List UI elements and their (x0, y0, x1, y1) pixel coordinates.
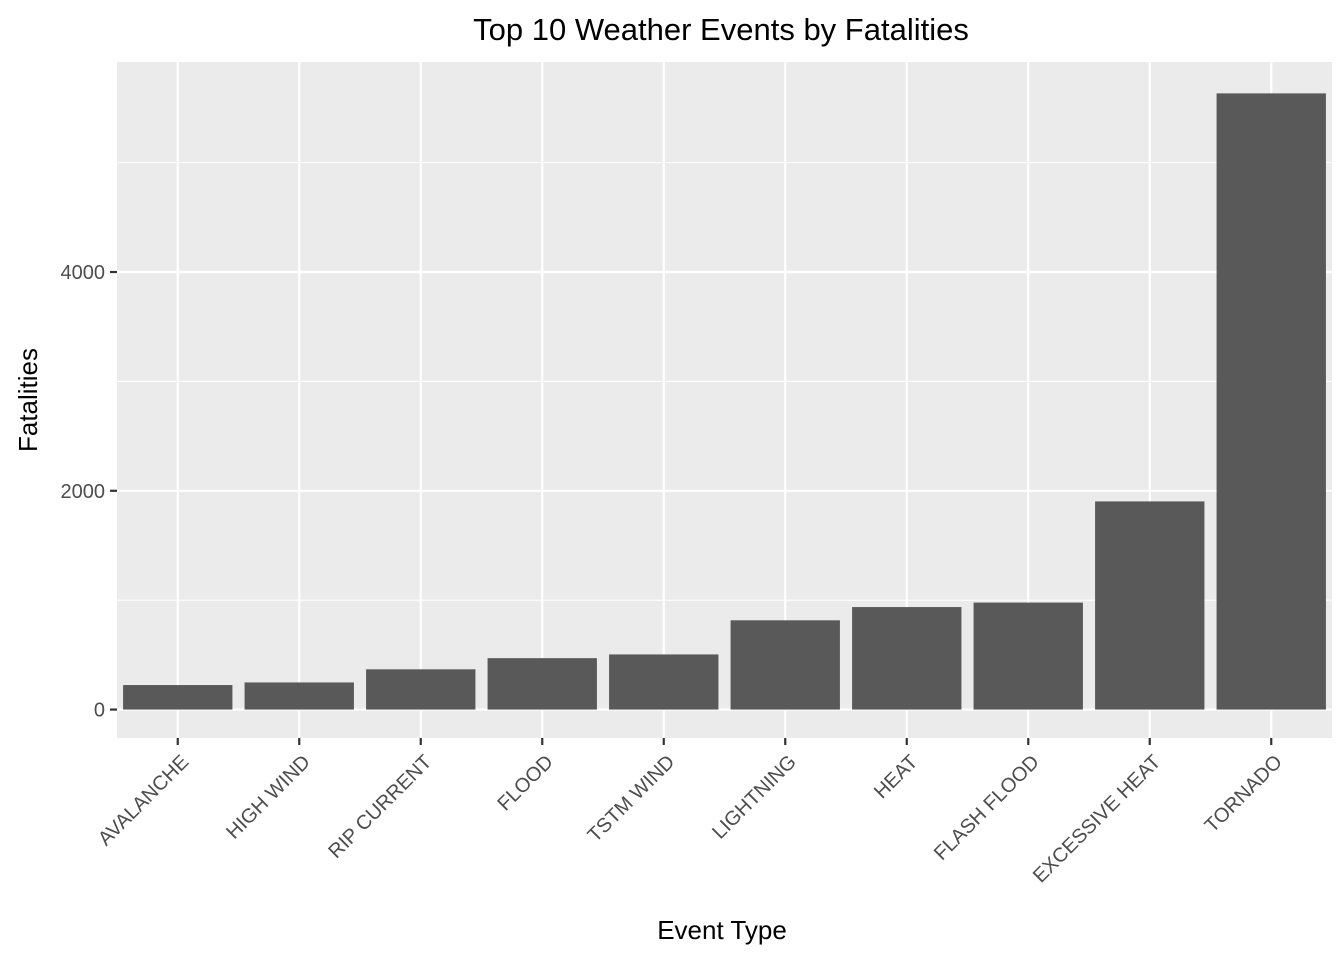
y-axis: 0 2000 4000 (61, 262, 117, 722)
bar-tornado (1216, 93, 1326, 710)
x-axis: AVALANCHE HIGH WIND RIP CURRENT FLOOD TSTM W… (94, 738, 1287, 887)
bar-rip-current (366, 669, 476, 710)
bar-avalanche (123, 685, 233, 710)
bar-lightning (730, 620, 840, 710)
x-axis-title: Event Type (657, 915, 787, 945)
x-tick-label: AVALANCHE (94, 751, 193, 850)
x-tick-label: EXCESSIVE HEAT (1029, 751, 1165, 887)
x-tick-label: TORNADO (1201, 751, 1287, 837)
x-tick-label: RIP CURRENT (324, 751, 436, 863)
bars (123, 93, 1326, 710)
chart-title: Top 10 Weather Events by Fatalities (473, 12, 969, 47)
bar-heat (852, 607, 962, 710)
x-tick-label: TSTM WIND (584, 751, 680, 847)
y-tick-label: 4000 (61, 262, 106, 284)
x-tick-label: HEAT (870, 751, 922, 803)
bar-flood (487, 658, 597, 710)
bar-excessive-heat (1095, 501, 1205, 710)
x-tick-label: HIGH WIND (222, 751, 315, 844)
y-axis-title: Fatalities (13, 348, 43, 452)
bar-tstm-wind (609, 654, 719, 710)
x-tick-label: FLASH FLOOD (930, 751, 1044, 865)
bar-flash-flood (973, 602, 1083, 710)
x-tick-label: LIGHTNING (708, 751, 801, 844)
y-tick-label: 0 (94, 700, 105, 722)
x-tick-label: FLOOD (494, 751, 558, 815)
y-tick-label: 2000 (61, 481, 106, 503)
bar-high-wind (244, 682, 354, 710)
